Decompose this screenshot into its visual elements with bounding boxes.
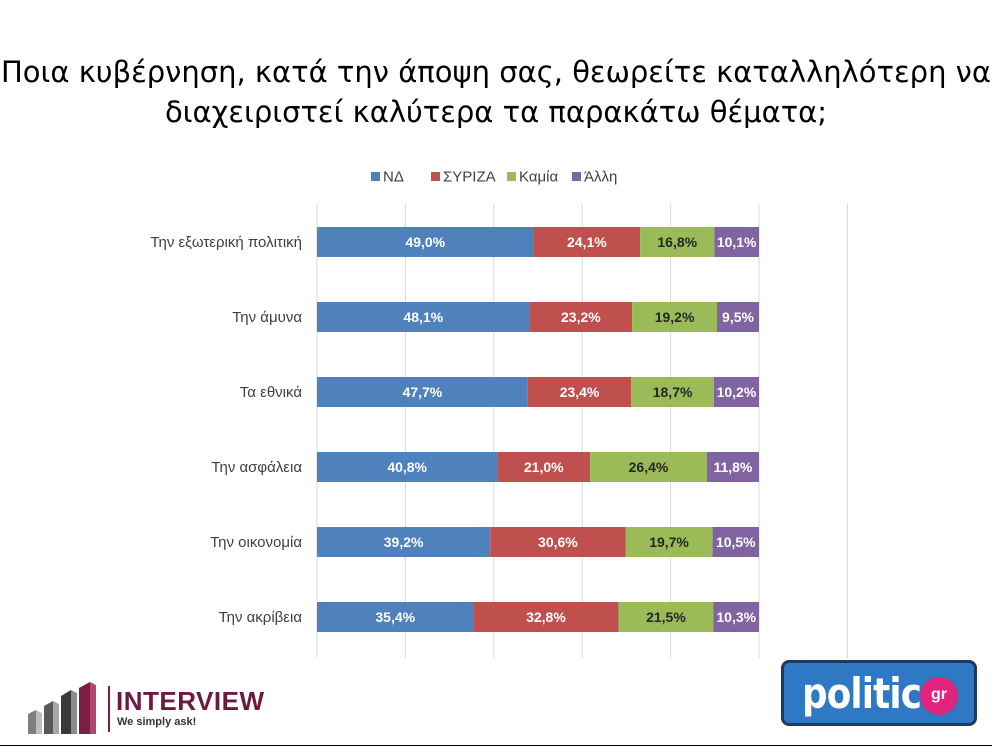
chart-category-labels: Την εξωτερική πολιτική Την άμυνα Τα εθνικά… [150, 234, 302, 626]
politic-logo: politic gr [781, 660, 977, 726]
bar-segment [317, 227, 534, 257]
data-label: 10,3% [716, 609, 756, 625]
chart-title-line-1: Ποια κυβέρνηση, κατά την άποψη σας, θεωρ… [1, 55, 991, 89]
data-label: 19,2% [655, 309, 695, 325]
data-label: 10,1% [717, 234, 757, 250]
data-label: 23,2% [561, 309, 601, 325]
bar-segment [317, 527, 491, 557]
data-label: 24,1% [567, 234, 607, 250]
bar-segment [317, 302, 530, 332]
chart-title: Ποια κυβέρνηση, κατά την άποψη σας, θεωρ… [0, 52, 992, 132]
bar-segment [473, 602, 619, 632]
bar-segment [527, 377, 632, 407]
bar-segment [490, 527, 626, 557]
data-label: 10,2% [717, 384, 757, 400]
interview-name: INTERVIEW [116, 686, 265, 716]
category-label: Την άμυνα [232, 309, 302, 326]
data-label: 49,0% [405, 234, 445, 250]
footer-divider [0, 745, 992, 746]
category-label: Τα εθνικά [240, 384, 303, 401]
bar-segment [632, 302, 718, 332]
bar-segment [317, 452, 498, 482]
bar-segment [317, 377, 528, 407]
data-label: 21,0% [524, 459, 564, 475]
data-label: 48,1% [403, 309, 443, 325]
bar-segment [317, 602, 474, 632]
bar-segment [625, 527, 713, 557]
bar-segment [713, 602, 759, 632]
legend-swatch [431, 172, 440, 181]
bar-segment [706, 452, 759, 482]
bar-segment [590, 452, 707, 482]
data-label: 40,8% [387, 459, 427, 475]
chart-bars: 49,0% 24,1% 16,8% 10,1% 48,1% 23,2% 19,2% 9,5% 4… [317, 227, 759, 632]
chart-legend: ΝΔ ΣΥΡΙΖΑ Καμία Άλλη [371, 169, 617, 186]
bar-segment [713, 377, 759, 407]
data-label: 9,5% [722, 309, 754, 325]
stacked-bar-chart: ΝΔ ΣΥΡΙΖΑ Καμία Άλλη 49,0% 24,1% 16,8% 10,1% 48… [150, 169, 848, 658]
data-label: 11,8% [713, 459, 752, 475]
bar-segment [529, 302, 633, 332]
data-label: 21,5% [646, 609, 686, 625]
data-label: 10,5% [716, 534, 756, 550]
legend-swatch [371, 172, 380, 181]
interview-divider [108, 686, 110, 732]
category-label: Την ασφάλεια [211, 459, 302, 476]
data-label: 35,4% [375, 609, 415, 625]
bar-segment [618, 602, 714, 632]
data-label: 47,7% [403, 384, 443, 400]
legend-label: ΣΥΡΙΖΑ [443, 169, 496, 186]
data-label: 18,7% [653, 384, 693, 400]
bar-segment [640, 227, 715, 257]
chart-title-line-2: διαχειριστεί καλύτερα τα παρακάτω θέματα… [164, 95, 828, 129]
bar-segment [533, 227, 641, 257]
bar-segment [497, 452, 591, 482]
interview-bars-icon [28, 682, 96, 734]
bar-segment [714, 227, 759, 257]
data-label: 19,7% [649, 534, 689, 550]
chart-gridlines [316, 204, 848, 658]
interview-tagline: We simply ask! [117, 716, 197, 728]
bar-segment [712, 527, 759, 557]
data-label: 32,8% [526, 609, 566, 625]
bar-segment [631, 377, 714, 407]
legend-label: Καμία [519, 169, 558, 186]
interview-logo: INTERVIEW We simply ask! [24, 680, 264, 738]
legend-label: Άλλη [584, 169, 617, 186]
data-label: 30,6% [538, 534, 578, 550]
legend-label: ΝΔ [383, 169, 404, 186]
politic-wordmark: politic [802, 669, 922, 718]
data-label: 39,2% [384, 534, 424, 550]
category-label: Την εξωτερική πολιτική [150, 234, 302, 251]
data-label: 16,8% [657, 234, 697, 250]
bar-segment [717, 302, 759, 332]
data-label: 23,4% [560, 384, 600, 400]
legend-swatch [507, 172, 516, 181]
legend-swatch [572, 172, 581, 181]
data-label: 26,4% [629, 459, 669, 475]
politic-gr-badge: gr [920, 677, 958, 715]
category-label: Την οικονομία [210, 534, 302, 551]
category-label: Την ακρίβεια [219, 609, 303, 626]
